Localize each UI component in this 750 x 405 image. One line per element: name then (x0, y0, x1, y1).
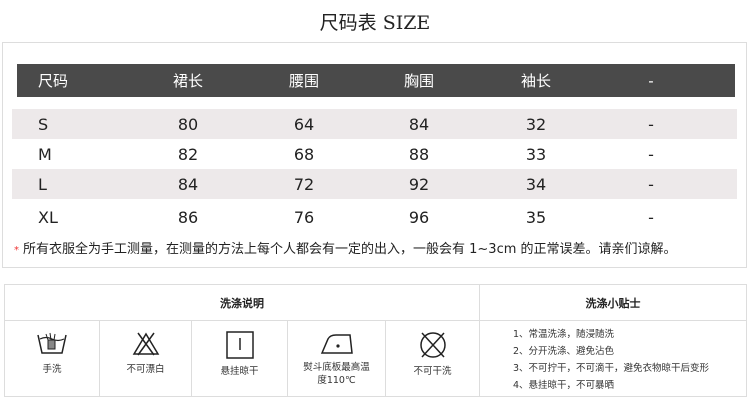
tips-title: 洗涤小贴士 (585, 297, 641, 310)
table-row: M 82 68 88 33 - (12, 139, 737, 169)
value-cell: 84 (408, 114, 430, 134)
table-row: XL 86 76 96 35 - (12, 202, 737, 232)
care-label: 不可干洗 (413, 366, 452, 377)
care-item: 熨斗底板最高温度110℃ (288, 321, 385, 397)
value-cell: 92 (408, 174, 430, 194)
value-cell: 33 (525, 144, 547, 164)
value-cell: 32 (525, 114, 547, 134)
care-label: 不可漂白 (126, 364, 165, 375)
size-cell: S (38, 114, 49, 134)
value-cell: 80 (177, 114, 199, 134)
tip-item: 4、悬挂晾干，不可暴晒 (513, 380, 615, 391)
care-label: 手洗 (42, 364, 62, 375)
care-title: 洗涤说明 (220, 297, 264, 310)
page-title: 尺码表 SIZE (319, 12, 431, 34)
tip-item: 2、分开洗涤、避免沾色 (513, 346, 615, 357)
care-section: 洗涤说明 洗涤小贴士 手洗 不可漂白 悬挂晾干 熨斗底板最高温度110℃ 不可干… (4, 284, 747, 397)
table-row: S 80 64 84 32 - (12, 109, 737, 139)
value-cell: - (648, 174, 654, 194)
value-cell: 84 (177, 174, 199, 194)
care-item: 悬挂晾干 (192, 321, 287, 397)
header-bust: 胸围 (403, 72, 434, 90)
tip-item: 1、常温洗涤，随浸随洗 (513, 329, 615, 340)
care-item: 手洗 (5, 321, 99, 397)
value-cell: 64 (293, 114, 315, 134)
value-cell: 68 (293, 144, 315, 164)
care-tips-list: 1、常温洗涤，随浸随洗 2、分开洗涤、避免沾色 3、不可拧干，不可滴干，避免衣物… (513, 326, 709, 394)
value-cell: - (648, 144, 654, 164)
care-label: 熨斗底板最高温度110℃ (303, 362, 370, 386)
value-cell: 88 (408, 144, 430, 164)
size-table-frame (2, 42, 747, 268)
value-cell: 86 (177, 207, 199, 227)
care-item: 不可漂白 (100, 321, 191, 397)
header-waist: 腰围 (288, 72, 319, 90)
iron-low-icon (320, 334, 353, 354)
value-cell: 72 (293, 174, 315, 194)
value-cell: 76 (293, 207, 315, 227)
header-sleeve: 袖长 (520, 72, 551, 90)
size-table-header: 尺码 裙长 腰围 胸围 袖长 - (17, 64, 735, 97)
value-cell: 34 (525, 174, 547, 194)
header-extra: - (648, 71, 654, 90)
size-cell: M (38, 144, 52, 164)
size-cell: XL (38, 207, 58, 227)
value-cell: 35 (525, 207, 547, 227)
value-cell: 82 (177, 144, 199, 164)
hand-wash-icon (37, 332, 67, 354)
table-row: L 84 72 92 34 - (12, 169, 737, 199)
care-item: 不可干洗 (386, 321, 479, 397)
note-text: 所有衣服全为手工测量，在测量的方法上每个人都会有一定的出入，一般会有 1~3cm… (23, 242, 677, 257)
header-size: 尺码 (38, 72, 69, 90)
tip-item: 3、不可拧干，不可滴干，避免衣物晾干后变形 (513, 363, 710, 374)
value-cell: 96 (408, 207, 430, 227)
no-bleach-icon (132, 332, 159, 356)
value-cell: - (648, 207, 654, 227)
header-skirt-length: 裙长 (172, 72, 203, 90)
measurement-note: * 所有衣服全为手工测量，在测量的方法上每个人都会有一定的出入，一般会有 1~3c… (14, 238, 677, 257)
hang-dry-icon (225, 331, 254, 359)
size-cell: L (38, 174, 47, 194)
value-cell: - (648, 114, 654, 134)
care-label: 悬挂晾干 (220, 366, 259, 377)
note-star: * (14, 245, 19, 256)
no-dry-clean-icon (419, 332, 446, 358)
